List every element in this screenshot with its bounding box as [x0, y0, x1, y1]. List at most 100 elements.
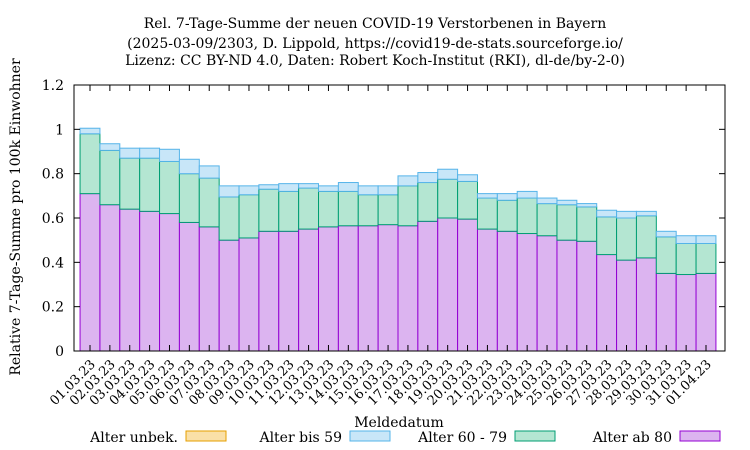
bar-alter-60-79-30 [675, 242, 697, 276]
bar-alter-bis-59-24 [556, 199, 578, 206]
bar-alter-bis-59-27 [616, 210, 637, 219]
bar-alter-bis-59-19 [457, 174, 478, 182]
bar-alter-ab-80-0 [79, 193, 101, 352]
bar-alter-60-79-22 [516, 197, 538, 235]
x-axis-label: Meldedatum [354, 415, 444, 431]
bar-alter-bis-59-15 [377, 185, 399, 196]
bar-alter-ab-80-26 [596, 254, 618, 352]
bar-alter-ab-80-3 [139, 210, 161, 352]
bar-alter-ab-80-2 [119, 208, 141, 352]
bar-alter-60-79-16 [397, 185, 419, 227]
bar-alter-60-79-6 [198, 177, 220, 228]
bar-alter-ab-80-8 [238, 237, 260, 352]
bar-alter-60-79-27 [616, 217, 637, 261]
legend-label-3: Alter ab 80 [592, 430, 672, 446]
bar-alter-60-79-26 [596, 216, 618, 256]
bar-alter-60-79-9 [258, 188, 280, 232]
bar-alter-bis-59-4 [159, 148, 180, 162]
bar-alter-ab-80-12 [318, 226, 339, 352]
bar-alter-ab-80-1 [99, 204, 121, 352]
legend-label-0: Alter unbek. [89, 430, 178, 446]
bar-alter-60-79-5 [178, 173, 200, 223]
y-tick-label-5: 1 [55, 122, 64, 138]
bar-alter-60-79-21 [496, 199, 518, 232]
bar-alter-bis-59-3 [139, 147, 161, 159]
bar-alter-ab-80-21 [496, 230, 518, 352]
bar-alter-bis-59-20 [476, 193, 498, 199]
bar-alter-60-79-15 [377, 194, 399, 226]
bar-alter-bis-59-7 [218, 185, 240, 198]
legend-swatch-1 [349, 430, 391, 442]
legend-label-1: Alter bis 59 [258, 430, 342, 446]
bar-alter-60-79-18 [437, 178, 459, 219]
bar-alter-60-79-24 [556, 204, 578, 241]
bar-alter-ab-80-6 [198, 226, 220, 352]
bar-alter-bis-59-16 [397, 175, 419, 187]
bar-alter-ab-80-27 [616, 259, 637, 352]
bar-alter-60-79-17 [417, 182, 439, 222]
legend-swatch-0 [185, 430, 227, 442]
bar-alter-60-79-2 [119, 157, 141, 210]
bar-alter-ab-80-4 [159, 213, 180, 352]
bars-group [79, 127, 717, 352]
bar-alter-bis-59-8 [238, 185, 260, 196]
y-tick-label-0: 0 [55, 344, 64, 360]
bar-alter-bis-59-25 [576, 203, 598, 208]
bar-alter-60-79-0 [79, 133, 101, 195]
bar-alter-60-79-14 [357, 194, 379, 227]
bar-alter-ab-80-30 [675, 274, 697, 352]
y-tick-label-2: 0.4 [42, 255, 64, 271]
bar-alter-bis-59-14 [357, 185, 379, 196]
legend-swatch-3 [679, 430, 721, 442]
bar-alter-ab-80-28 [635, 257, 657, 352]
bar-alter-bis-59-10 [278, 183, 300, 192]
bar-alter-ab-80-18 [437, 217, 459, 352]
legend: Alter unbek. Alter bis 59 Alter 60 - 79 Alt… [89, 430, 721, 446]
chart-title-line-1: Rel. 7-Tage-Summe der neuen COVID-19 Ver… [143, 16, 607, 32]
bar-alter-bis-59-13 [337, 182, 359, 192]
bar-alter-bis-59-29 [655, 230, 677, 238]
y-tick-label-3: 0.6 [42, 211, 64, 227]
bar-alter-ab-80-10 [278, 230, 300, 352]
bar-alter-bis-59-11 [298, 183, 320, 189]
bar-alter-ab-80-17 [417, 220, 439, 352]
bar-alter-ab-80-15 [377, 224, 399, 352]
chart-title-line-2: (2025-03-09/2303, D. Lippold, https://co… [127, 36, 623, 52]
bar-alter-60-79-31 [695, 242, 717, 274]
bar-alter-ab-80-20 [476, 228, 498, 352]
y-tick-label-6: 1.2 [42, 78, 64, 94]
bar-alter-ab-80-13 [337, 225, 359, 352]
bar-alter-60-79-25 [576, 206, 598, 242]
bar-alter-bis-59-26 [596, 209, 618, 218]
bar-alter-bis-59-0 [79, 127, 101, 135]
bar-alter-60-79-20 [476, 197, 498, 230]
bar-alter-ab-80-7 [218, 239, 240, 352]
bar-alter-60-79-29 [655, 236, 677, 274]
bar-alter-60-79-10 [278, 190, 300, 232]
legend-label-2: Alter 60 - 79 [417, 430, 507, 446]
bar-alter-ab-80-25 [576, 240, 598, 352]
bar-alter-bis-59-31 [695, 235, 717, 244]
bar-alter-60-79-28 [635, 215, 657, 259]
bar-alter-60-79-8 [238, 194, 260, 239]
bar-alter-bis-59-30 [675, 235, 697, 244]
axes-group: 00.20.40.60.811.201.03.2302.03.2303.03.2… [42, 78, 726, 409]
bar-alter-60-79-12 [318, 190, 339, 228]
bar-alter-bis-59-6 [198, 165, 220, 179]
bar-alter-bis-59-1 [99, 143, 121, 151]
bar-alter-60-79-1 [99, 149, 121, 206]
bar-alter-bis-59-22 [516, 190, 538, 199]
bar-alter-bis-59-18 [437, 168, 459, 180]
y-axis-label: Relative 7-Tage-Summe pro 100k Einwohner [8, 58, 24, 376]
bar-alter-bis-59-2 [119, 147, 141, 159]
legend-swatch-2 [514, 430, 556, 442]
bar-alter-bis-59-12 [318, 185, 339, 192]
bar-alter-60-79-19 [457, 180, 478, 220]
bar-alter-60-79-3 [139, 157, 161, 212]
bar-alter-bis-59-28 [635, 210, 657, 217]
bar-alter-60-79-7 [218, 196, 240, 241]
bar-alter-bis-59-5 [178, 158, 200, 175]
bar-alter-60-79-23 [536, 203, 558, 237]
bar-alter-ab-80-23 [536, 235, 558, 352]
